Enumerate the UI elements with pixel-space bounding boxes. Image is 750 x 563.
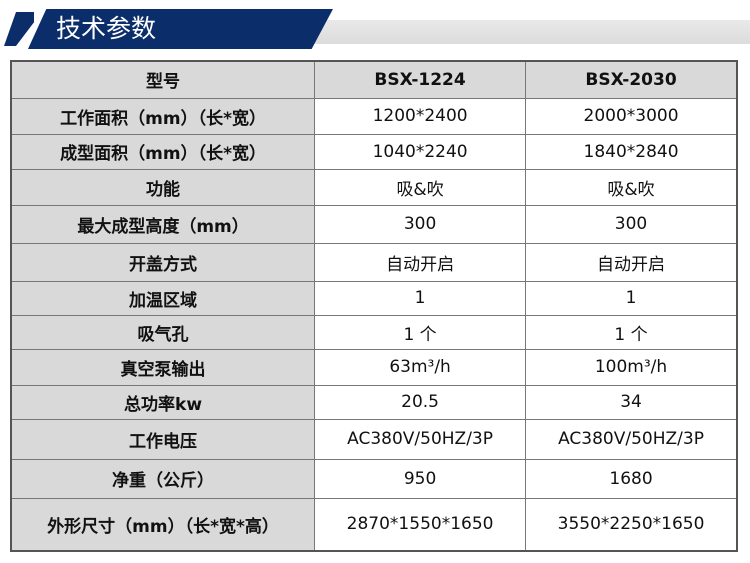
value-cell: 自动开启 bbox=[314, 242, 527, 282]
spec-table: 型号 BSX-1224 BSX-2030 工作面积（mm）（长*宽） 1200*2400… bbox=[10, 60, 738, 552]
value-cell: 1 bbox=[314, 280, 527, 316]
table-row: 最大成型高度（mm） 300 300 bbox=[10, 204, 738, 244]
label-cell: 净重（公斤） bbox=[10, 458, 316, 499]
label-cell: 开盖方式 bbox=[10, 242, 316, 282]
value-cell: 2870*1550*1650 bbox=[314, 497, 527, 552]
value-cell: 300 bbox=[525, 204, 738, 244]
label-cell: 最大成型高度（mm） bbox=[10, 204, 316, 244]
label-cell: 吸气孔 bbox=[10, 314, 316, 350]
table-row: 工作电压 AC380V/50HZ/3P AC380V/50HZ/3P bbox=[10, 418, 738, 460]
value-cell: 300 bbox=[314, 204, 527, 244]
label-cell: 真空泵输出 bbox=[10, 348, 316, 386]
value-cell: 1680 bbox=[525, 458, 738, 499]
value-cell: 20.5 bbox=[314, 384, 527, 420]
value-cell: 63m³/h bbox=[314, 348, 527, 386]
label-cell: 工作面积（mm）（长*宽） bbox=[10, 97, 316, 135]
label-cell: 加温区域 bbox=[10, 280, 316, 316]
value-cell: AC380V/50HZ/3P bbox=[525, 418, 738, 460]
value-cell: 自动开启 bbox=[525, 242, 738, 282]
label-cell: 成型面积（mm）（长*宽） bbox=[10, 133, 316, 170]
table-row: 净重（公斤） 950 1680 bbox=[10, 458, 738, 499]
value-cell: AC380V/50HZ/3P bbox=[314, 418, 527, 460]
value-cell: 吸&吹 bbox=[314, 168, 527, 206]
table-row: 成型面积（mm）（长*宽） 1040*2240 1840*2840 bbox=[10, 133, 738, 170]
page-title: 技术参数 bbox=[56, 14, 157, 43]
table-row: 真空泵输出 63m³/h 100m³/h bbox=[10, 348, 738, 386]
value-cell: 1 个 bbox=[525, 314, 738, 350]
value-cell: 1 个 bbox=[314, 314, 527, 350]
label-cell: 工作电压 bbox=[10, 418, 316, 460]
value-cell: 吸&吹 bbox=[525, 168, 738, 206]
column-header: BSX-2030 bbox=[525, 60, 738, 99]
header-banner bbox=[28, 9, 333, 49]
table-row: 工作面积（mm）（长*宽） 1200*2400 2000*3000 bbox=[10, 97, 738, 135]
table-row: 外形尺寸（mm）（长*宽*高） 2870*1550*1650 3550*2250*1… bbox=[10, 497, 738, 552]
value-cell: 3550*2250*1650 bbox=[525, 497, 738, 552]
value-cell: 1840*2840 bbox=[525, 133, 738, 170]
table-row: 加温区域 1 1 bbox=[10, 280, 738, 316]
value-cell: 2000*3000 bbox=[525, 97, 738, 135]
table-row: 总功率kw 20.5 34 bbox=[10, 384, 738, 420]
column-header: BSX-1224 bbox=[314, 60, 527, 99]
value-cell: 1200*2400 bbox=[314, 97, 527, 135]
value-cell: 100m³/h bbox=[525, 348, 738, 386]
label-cell: 总功率kw bbox=[10, 384, 316, 420]
table-row: 开盖方式 自动开启 自动开启 bbox=[10, 242, 738, 282]
header-slash-decoration bbox=[4, 12, 34, 46]
value-cell: 1040*2240 bbox=[314, 133, 527, 170]
value-cell: 950 bbox=[314, 458, 527, 499]
value-cell: 1 bbox=[525, 280, 738, 316]
value-cell: 34 bbox=[525, 384, 738, 420]
table-row: 功能 吸&吹 吸&吹 bbox=[10, 168, 738, 206]
label-cell: 功能 bbox=[10, 168, 316, 206]
table-header-row: 型号 BSX-1224 BSX-2030 bbox=[10, 60, 738, 99]
column-header: 型号 bbox=[10, 60, 316, 99]
label-cell: 外形尺寸（mm）（长*宽*高） bbox=[10, 497, 316, 552]
